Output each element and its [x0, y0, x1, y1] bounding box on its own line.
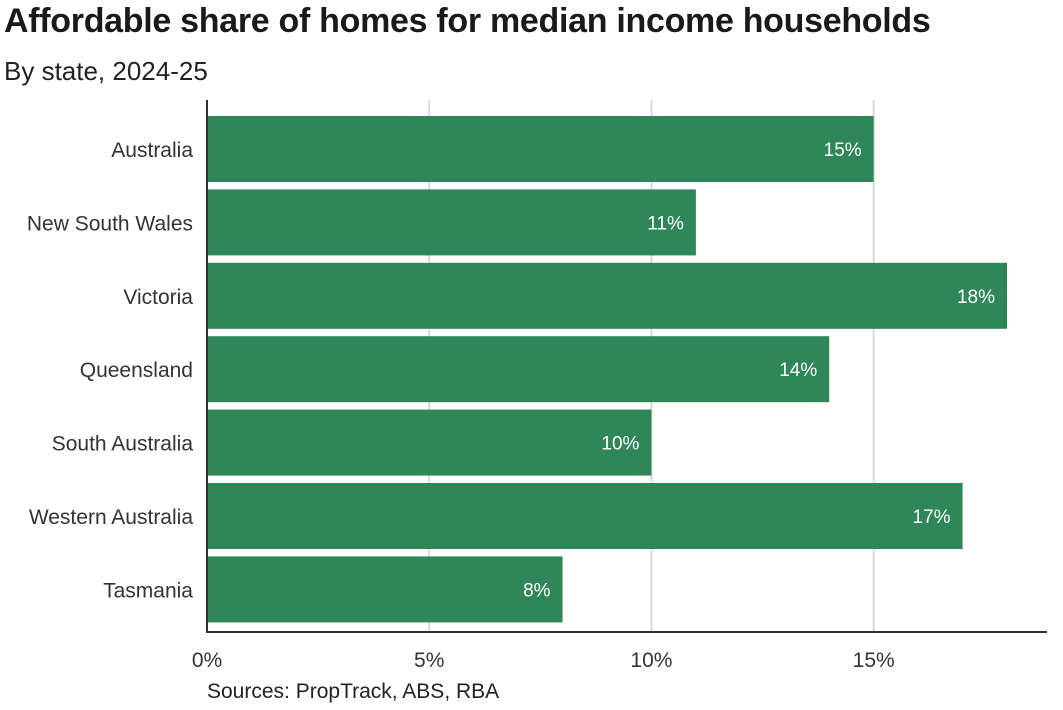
bar-value-label: 11% [647, 213, 684, 234]
x-tick-label: 5% [414, 649, 444, 672]
category-label: Victoria [123, 286, 193, 309]
category-label: Queensland [80, 359, 193, 382]
bar [208, 483, 963, 549]
bar [208, 336, 830, 403]
bar-value-label: 15% [824, 140, 862, 161]
category-label: Western Australia [29, 506, 194, 529]
bar [208, 116, 874, 182]
bar-value-label: 8% [523, 580, 551, 601]
bar [208, 262, 1007, 329]
chart-title: Affordable share of homes for median inc… [4, 2, 931, 40]
category-label: Tasmania [103, 579, 193, 602]
bar-value-label: 10% [601, 434, 639, 455]
bar-value-label: 14% [779, 360, 817, 381]
x-tick-label: 0% [192, 649, 222, 672]
category-label: New South Wales [27, 212, 193, 235]
category-label: South Australia [52, 433, 194, 456]
chart-source: Sources: PropTrack, ABS, RBA [207, 680, 500, 703]
bar [208, 409, 652, 476]
category-label: Australia [111, 139, 193, 162]
bar-value-label: 18% [957, 287, 995, 308]
x-tick-label: 15% [853, 649, 895, 672]
x-tick-label: 10% [630, 649, 672, 672]
bar [208, 189, 696, 256]
chart-subtitle: By state, 2024-25 [4, 56, 208, 86]
bar [208, 556, 563, 623]
bar-value-label: 17% [913, 507, 951, 528]
